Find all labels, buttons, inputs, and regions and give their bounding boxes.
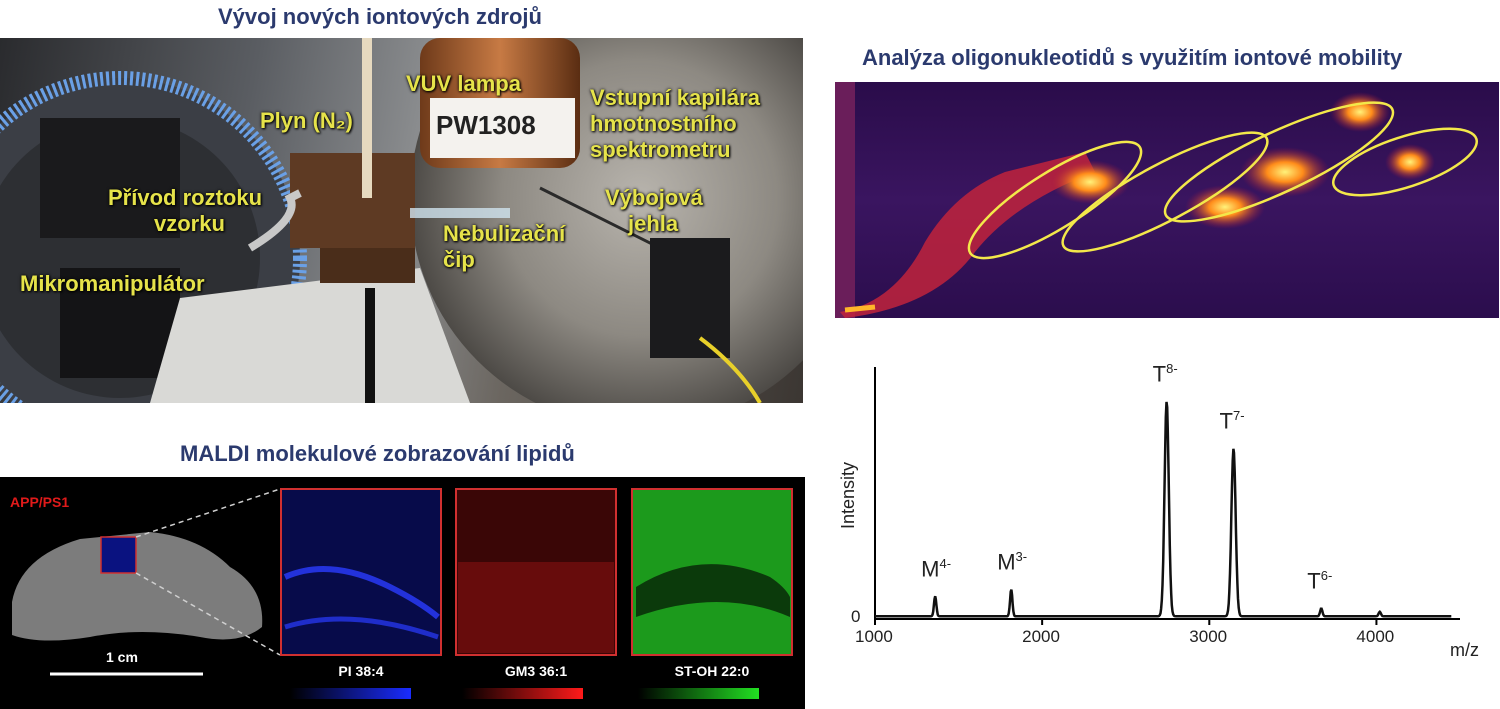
peak-label: T8- <box>1152 361 1178 387</box>
heatmap-trend-band <box>840 152 1095 318</box>
heatmap-spot-5 <box>1385 144 1435 180</box>
stoh-dark-band <box>636 564 790 617</box>
heatmap-plot <box>835 82 1478 318</box>
colorbar-gm3 <box>462 688 583 699</box>
maldi-illustration <box>12 488 793 699</box>
label-nebul-2: čip <box>443 247 475 272</box>
panel-label-pi: PI 38:4 <box>338 663 384 679</box>
peak-label: T7- <box>1219 408 1245 434</box>
y-tick-0: 0 <box>851 607 861 626</box>
pi-hippocampus <box>283 566 440 620</box>
title-ion-sources: Vývoj nových iontových zdrojů <box>218 4 542 29</box>
label-nebul-1: Nebulizační <box>443 221 566 246</box>
ion-source-photo: VUV lampa PW1308 Plyn (N₂) Vstupní kapil… <box>0 38 803 403</box>
scale-label: 1 cm <box>106 649 138 665</box>
label-capillary-3: spektrometru <box>590 137 731 162</box>
heatmap-base-spot <box>844 304 876 313</box>
spectrum-trace <box>875 401 1452 618</box>
peak-label: M3- <box>997 549 1028 575</box>
colorbar-pi <box>290 688 411 699</box>
manipulator-block <box>40 118 180 238</box>
chip-holder-lower <box>320 248 415 283</box>
heatmap-ellipse-2 <box>1061 131 1269 253</box>
gm3-lower-region <box>458 562 614 653</box>
mass-spectrum: Intensity m/z 0 1000 2000 3000 4000 M4- M3- T… <box>835 355 1500 709</box>
needle-mount <box>650 238 730 358</box>
peak-label: T6- <box>1307 568 1333 594</box>
manipulator-base <box>60 268 180 378</box>
label-lamp-tag: PW1308 <box>436 110 536 140</box>
brain-section <box>12 532 263 641</box>
x-tick-label: 1000 <box>855 627 893 646</box>
maldi-panel: APP/PS1 1 cm PI 38:4 GM3 36:1 ST-OH 22:0 <box>0 477 805 709</box>
peak-label: M4- <box>921 556 952 582</box>
zoom-line-top <box>135 488 281 538</box>
label-micromanipulator: Mikromanipulátor <box>20 271 205 296</box>
photo-illustration <box>0 38 803 403</box>
nebulizer-chip <box>410 208 510 218</box>
ion-mobility-heatmap <box>835 82 1499 318</box>
title-maldi: MALDI molekulové zobrazování lipidů <box>180 441 575 466</box>
y-axis-label: Intensity <box>838 461 859 530</box>
mass-spectrum-plot <box>874 367 1460 625</box>
label-sample-1: Přívod roztoku <box>108 185 263 210</box>
sample-tube <box>247 189 302 252</box>
x-tick-label: 4000 <box>1356 627 1395 646</box>
heatmap-spot-4 <box>1330 92 1390 132</box>
label-gas: Plyn (N₂) <box>260 108 353 133</box>
x-ticks <box>874 619 1378 625</box>
lamp-tag-bg <box>430 98 575 158</box>
roi-box <box>100 536 137 574</box>
x-axis-label: m/z <box>1450 640 1479 660</box>
heatmap-spot-3 <box>1240 147 1330 197</box>
label-needle-1: Výbojová <box>605 185 703 210</box>
cable-yellow <box>698 336 762 403</box>
title-ion-mobility: Analýza oligonukleotidů s využitím ionto… <box>862 45 1403 70</box>
label-sample-2: vzorku <box>154 211 225 236</box>
zoom-line-bottom <box>135 572 281 656</box>
heatmap-left-band <box>835 82 855 318</box>
label-vuv-lamp: VUV lampa <box>406 71 521 96</box>
label-capillary-2: hmotnostního <box>590 111 737 136</box>
x-tick-label: 3000 <box>1189 627 1228 646</box>
colorbar-stoh <box>638 688 759 699</box>
heatmap-ellipse-1 <box>967 140 1143 260</box>
heatmap-spot-1 <box>1050 160 1130 204</box>
pi-layer <box>284 616 439 640</box>
gas-tube <box>362 38 372 198</box>
panel-label-stoh: ST-OH 22:0 <box>674 663 750 679</box>
chip-holder <box>290 153 415 248</box>
label-needle-2: jehla <box>628 211 679 236</box>
label-capillary-1: Vstupní kapilára <box>590 85 760 110</box>
bench-surface <box>150 268 470 403</box>
x-tick-label: 2000 <box>1022 627 1060 646</box>
panel-label-gm3: GM3 36:1 <box>504 663 568 679</box>
heatmap-ellipse-4 <box>1332 127 1478 197</box>
sample-label: APP/PS1 <box>10 494 70 510</box>
heatmap-ellipse-3 <box>1163 101 1395 223</box>
